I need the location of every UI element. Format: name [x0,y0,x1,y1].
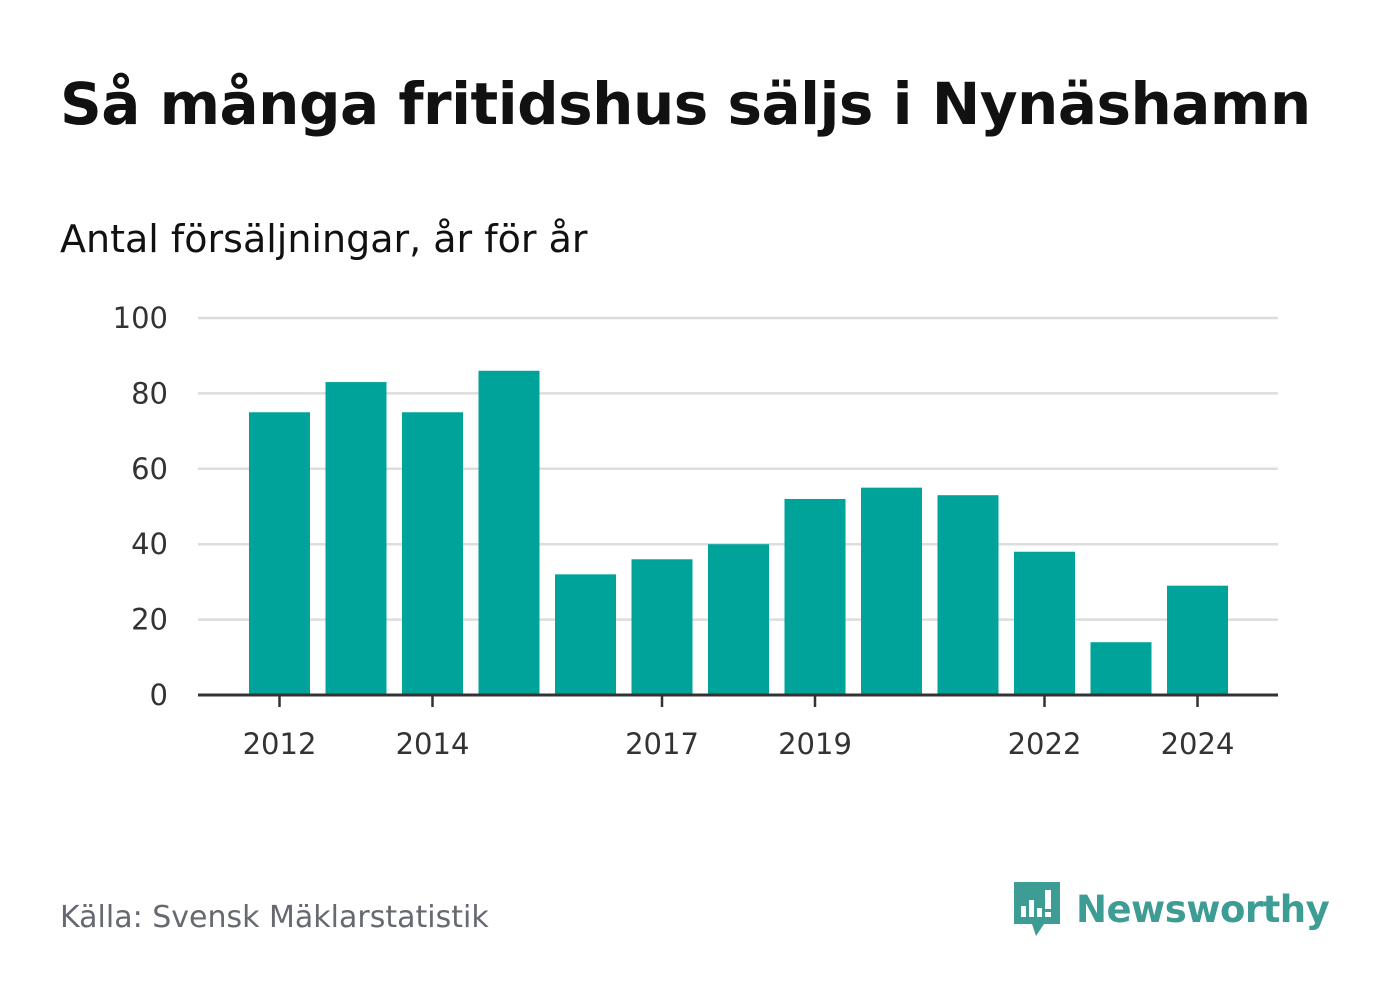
axes: 0 20 40 60 80 100 2012 2014 2017 2019 2022 2024 [113,301,1278,761]
bar-2018 [708,544,769,695]
y-tick-label: 0 [150,678,168,712]
y-tick-label: 20 [131,603,168,637]
x-tick-label: 2012 [243,727,317,761]
brand-logo: Newsworthy [1010,878,1330,940]
bar-2019 [784,498,846,695]
bar-2024 [1167,585,1228,695]
bar-2023 [1090,642,1152,695]
source-note: Källa: Svensk Mäklarstatistik [60,900,489,935]
bar-2022 [1014,551,1075,695]
bar-2015 [478,370,540,695]
bar-2014 [402,412,463,695]
bar-2012 [249,412,310,695]
newsworthy-logo-icon [1014,882,1060,936]
chart-title: Så många fritidshus säljs i Nynäshamn [60,70,1311,138]
bars [249,370,1228,695]
bar-2017 [631,559,693,695]
y-tick-label: 60 [131,452,168,486]
chart-subtitle: Antal försäljningar, år för år [60,217,588,261]
x-tick-label: 2014 [396,727,470,761]
bar-2013 [325,382,387,695]
y-tick-label: 80 [131,376,168,410]
x-tick-label: 2017 [625,727,699,761]
bar-2016 [555,574,616,695]
brand-name: Newsworthy [1076,887,1330,931]
y-tick-label: 40 [131,527,168,561]
x-tick-label: 2019 [778,727,852,761]
y-tick-label: 100 [113,301,168,335]
x-tick-label: 2022 [1008,727,1082,761]
bar-2021 [937,495,999,695]
x-tick-label: 2024 [1161,727,1235,761]
bar-2020 [861,487,922,695]
